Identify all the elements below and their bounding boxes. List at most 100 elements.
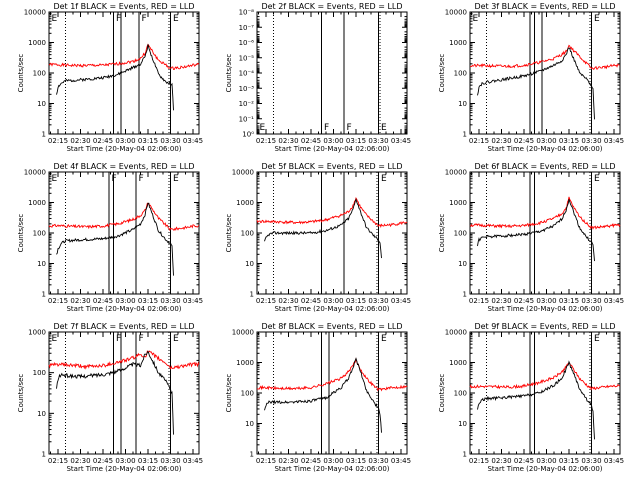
x-tick-label: 02:30 bbox=[278, 137, 298, 145]
y-tick-label: 10 bbox=[458, 420, 467, 428]
x-tick-label: 02:30 bbox=[278, 457, 298, 465]
marker-label: E bbox=[594, 14, 600, 24]
x-tick-label: 02:15 bbox=[48, 457, 68, 465]
x-axis-label: Start Time (20-May-04 02:06:00) bbox=[66, 145, 181, 153]
x-tick-label: 03:00 bbox=[323, 297, 343, 305]
y-tick-label: 100 bbox=[241, 390, 254, 398]
y-axis-label: Counts/sec bbox=[225, 54, 233, 93]
events-rate-line bbox=[264, 198, 382, 259]
y-axis-label: Counts/sec bbox=[17, 374, 25, 413]
marker-label: F bbox=[324, 123, 329, 133]
marker-label: E bbox=[173, 174, 179, 184]
marker-label: E bbox=[381, 123, 387, 133]
plot-frame bbox=[48, 331, 200, 455]
x-tick-label: 03:45 bbox=[604, 457, 624, 465]
panel-title: Det 7f BLACK = Events, RED = LLD bbox=[53, 322, 194, 331]
y-tick-label: 10 bbox=[37, 100, 46, 108]
x-tick-label: 03:30 bbox=[160, 137, 180, 145]
y-tick-label: 100 bbox=[33, 369, 46, 377]
marker-label: F bbox=[112, 174, 117, 184]
y-tick-label: 10⁻² bbox=[239, 100, 255, 108]
x-tick-label: 02:30 bbox=[491, 297, 511, 305]
marker-label: E bbox=[594, 334, 600, 344]
x-tick-label: 03:30 bbox=[368, 137, 388, 145]
panel-title: Det 9f BLACK = Events, RED = LLD bbox=[474, 322, 615, 331]
events-rate-line bbox=[264, 357, 382, 433]
x-tick-label: 02:15 bbox=[48, 137, 68, 145]
x-tick-label: 03:00 bbox=[115, 297, 135, 305]
x-tick-label: 02:45 bbox=[93, 457, 113, 465]
x-tick-label: 02:45 bbox=[514, 297, 534, 305]
x-tick-label: 03:15 bbox=[138, 137, 158, 145]
x-tick-label: 03:00 bbox=[323, 137, 343, 145]
y-axis-label: Counts/sec bbox=[438, 54, 446, 93]
lld-rate-line bbox=[48, 350, 200, 371]
panel-title: Det 1f BLACK = Events, RED = LLD bbox=[53, 2, 194, 11]
x-tick-label: 03:30 bbox=[581, 297, 601, 305]
marker-label: E bbox=[381, 334, 387, 344]
x-tick-label: 03:45 bbox=[183, 297, 203, 305]
x-tick-label: 03:15 bbox=[346, 297, 366, 305]
y-tick-label: 100 bbox=[33, 230, 46, 238]
x-tick-label: 03:45 bbox=[183, 137, 203, 145]
x-axis-label: Start Time (20-May-04 02:06:00) bbox=[487, 465, 602, 473]
marker-label: E bbox=[52, 334, 58, 344]
x-tick-label: 03:45 bbox=[391, 137, 411, 145]
y-tick-label: 1000 bbox=[449, 359, 467, 367]
x-tick-label: 03:45 bbox=[183, 457, 203, 465]
y-axis-label: Counts/sec bbox=[438, 214, 446, 253]
x-tick-label: 02:45 bbox=[301, 457, 321, 465]
y-tick-label: 1 bbox=[42, 131, 46, 139]
x-tick-label: 02:15 bbox=[256, 137, 276, 145]
x-axis-label: Start Time (20-May-04 02:06:00) bbox=[487, 305, 602, 313]
events-rate-line bbox=[477, 360, 595, 440]
y-tick-label: 10⁻⁷ bbox=[239, 24, 255, 32]
x-tick-label: 02:45 bbox=[514, 457, 534, 465]
y-tick-label: 1 bbox=[42, 291, 46, 299]
x-tick-label: 02:45 bbox=[93, 137, 113, 145]
x-tick-label: 03:30 bbox=[368, 297, 388, 305]
x-tick-label: 02:15 bbox=[469, 297, 489, 305]
plot-frame bbox=[469, 331, 621, 455]
events-rate-line bbox=[477, 199, 595, 262]
y-tick-label: 1000 bbox=[449, 39, 467, 47]
marker-label: E bbox=[52, 14, 58, 24]
events-rate-line bbox=[56, 44, 174, 111]
y-tick-label: 1000 bbox=[236, 359, 254, 367]
y-tick-label: 1 bbox=[463, 131, 467, 139]
x-tick-label: 03:00 bbox=[536, 457, 556, 465]
x-tick-label: 03:45 bbox=[391, 297, 411, 305]
y-tick-label: 10 bbox=[458, 100, 467, 108]
y-tick-label: 1000 bbox=[28, 199, 46, 207]
x-tick-label: 03:15 bbox=[559, 297, 579, 305]
events-rate-line bbox=[56, 202, 174, 276]
marker-label: F bbox=[347, 123, 352, 133]
y-tick-label: 10000 bbox=[24, 9, 46, 17]
lld-rate-line bbox=[256, 357, 408, 392]
y-tick-label: 100 bbox=[454, 70, 467, 78]
lld-rate-line bbox=[469, 362, 621, 391]
marker-label: E bbox=[52, 174, 58, 184]
panel-title: Det 2f BLACK = Events, RED = LLD bbox=[261, 2, 402, 11]
y-tick-label: 10⁻¹ bbox=[239, 115, 255, 123]
x-tick-label: 02:45 bbox=[301, 297, 321, 305]
plot-frame bbox=[256, 11, 408, 135]
y-tick-label: 10⁻⁶ bbox=[239, 39, 255, 47]
panel-det-8: Det 8f BLACK = Events, RED = LLD 1 10 100 10… bbox=[225, 322, 411, 473]
x-tick-label: 02:15 bbox=[469, 457, 489, 465]
panel-det-5: Det 5f BLACK = Events, RED = LLD 1 10 100 10… bbox=[225, 162, 411, 313]
x-tick-label: 03:00 bbox=[115, 457, 135, 465]
marker-label: F bbox=[139, 174, 144, 184]
events-rate-line bbox=[477, 47, 595, 120]
y-tick-label: 10⁻⁸ bbox=[239, 9, 255, 17]
marker-label: E bbox=[594, 174, 600, 184]
x-tick-label: 03:30 bbox=[160, 457, 180, 465]
y-tick-label: 10 bbox=[458, 260, 467, 268]
x-tick-label: 03:15 bbox=[138, 457, 158, 465]
y-tick-label: 10000 bbox=[445, 169, 467, 177]
y-tick-label: 1 bbox=[463, 291, 467, 299]
x-tick-label: 02:15 bbox=[256, 457, 276, 465]
x-tick-label: 03:45 bbox=[604, 137, 624, 145]
y-tick-label: 10 bbox=[245, 420, 254, 428]
